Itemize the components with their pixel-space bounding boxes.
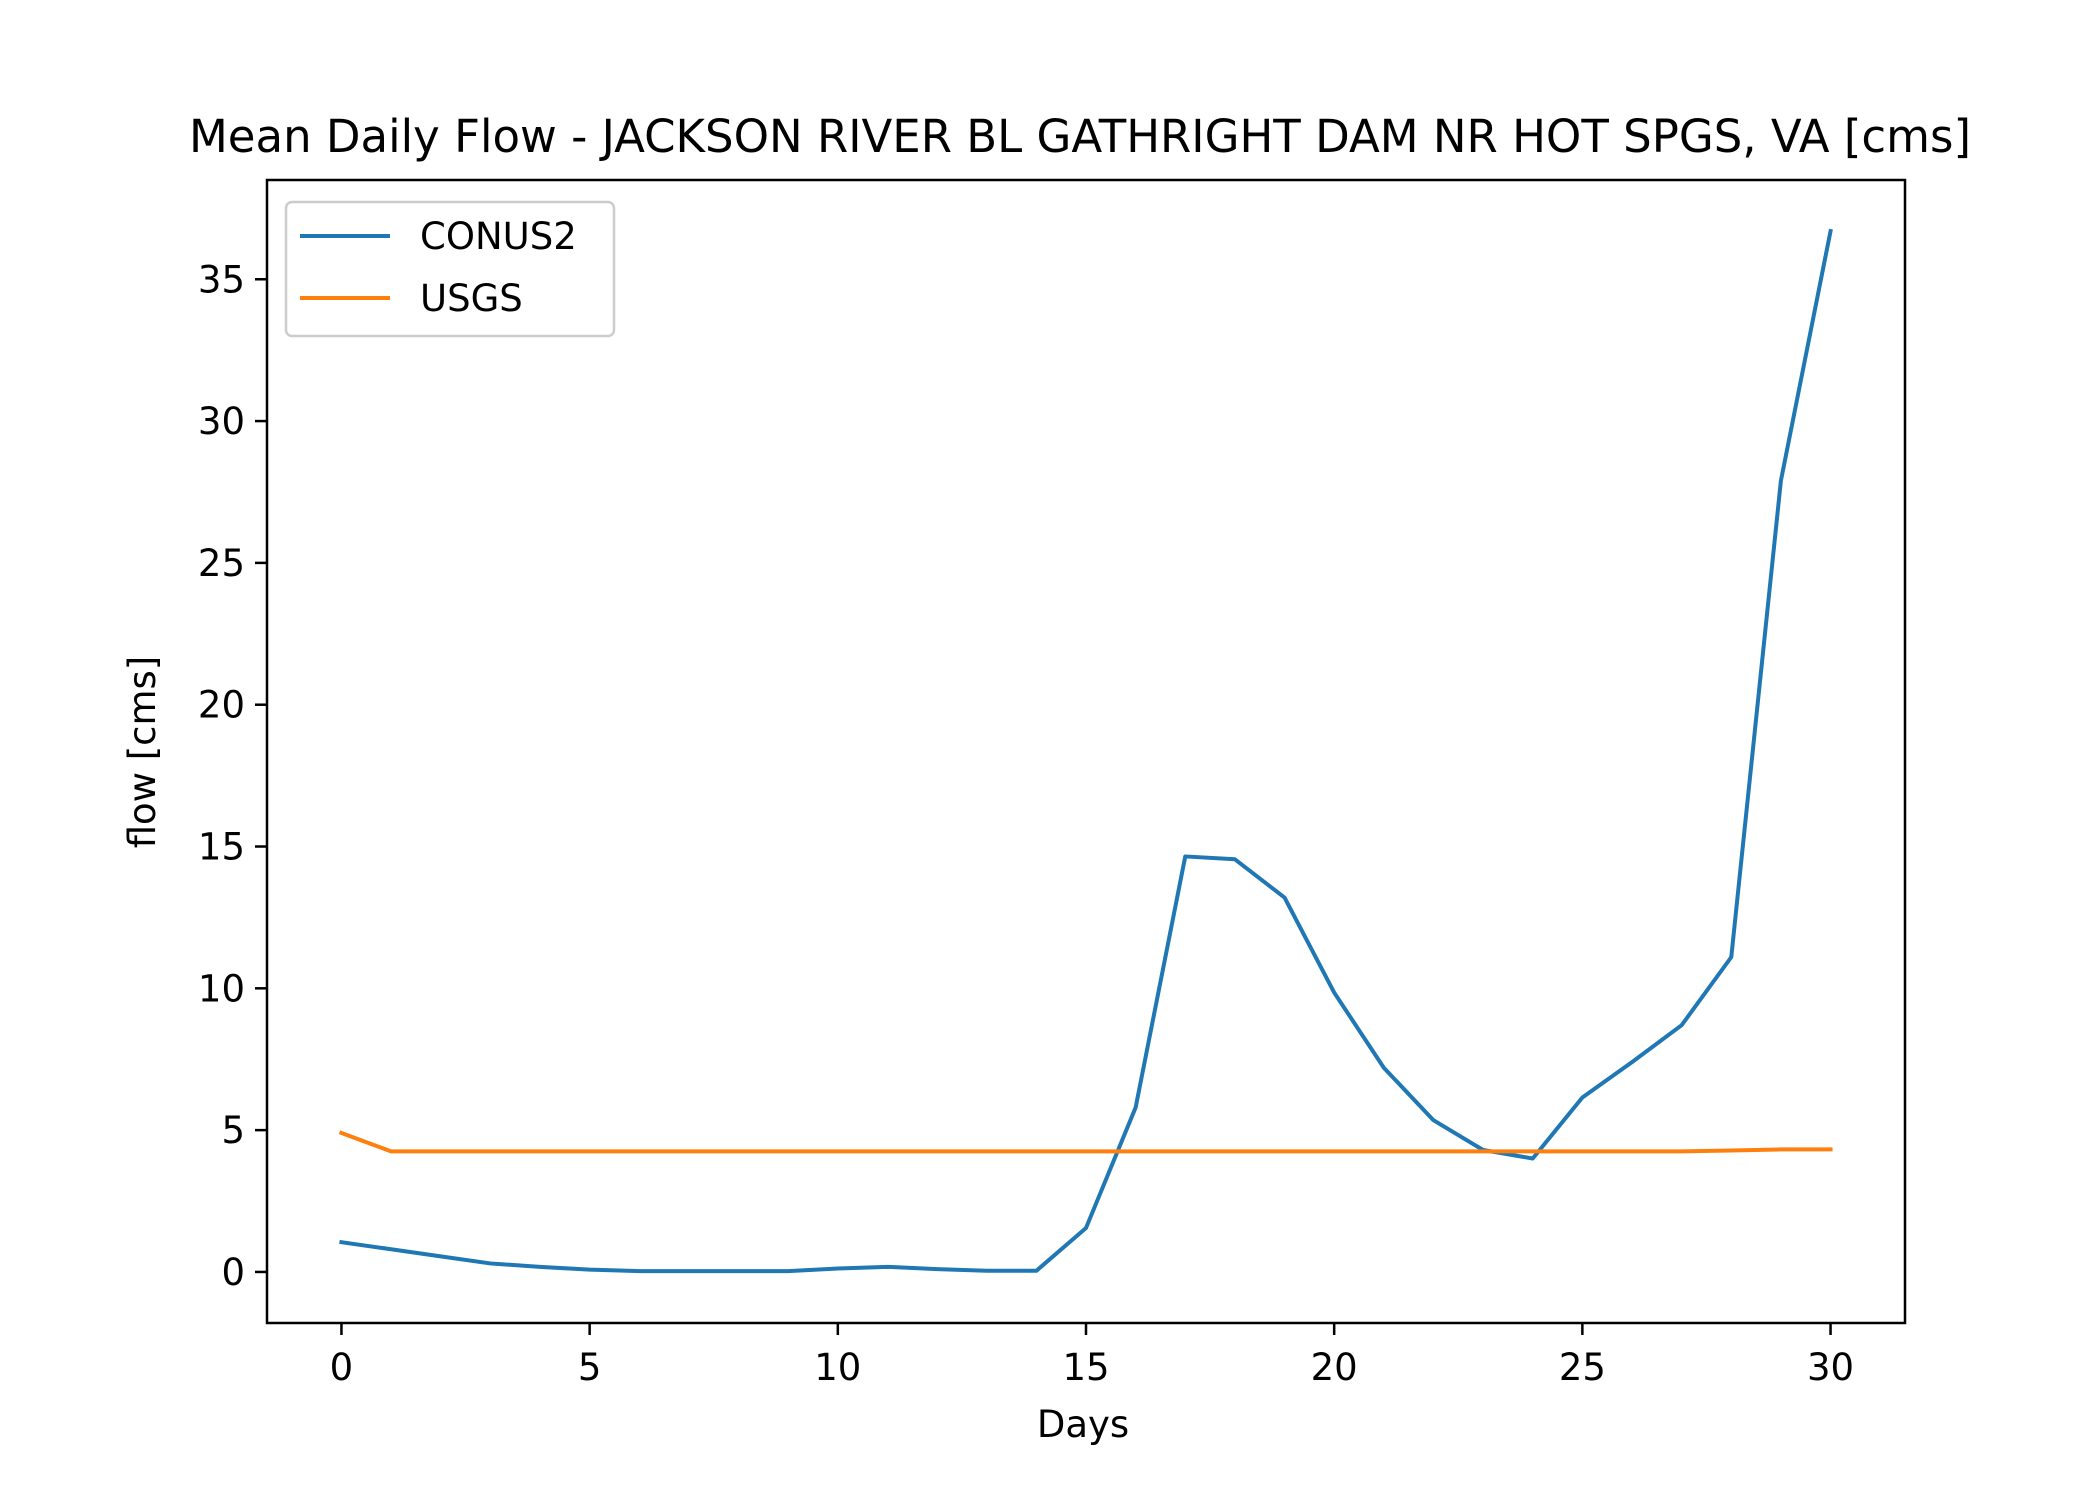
- legend-label-conus2: CONUS2: [420, 215, 577, 258]
- legend: CONUS2 USGS: [284, 200, 616, 338]
- x-tick-label: 10: [814, 1346, 861, 1389]
- x-tick-label: 15: [1062, 1346, 1109, 1389]
- y-tick-label: 35: [198, 258, 245, 301]
- x-tick-label: 5: [578, 1346, 602, 1389]
- y-axis-ticks: 0 5 10 15 20 25 30 35: [198, 258, 267, 1294]
- x-axis-label: Days: [1037, 1403, 1129, 1446]
- series-line-conus2: [339, 228, 1833, 1274]
- y-tick-label: 10: [198, 967, 245, 1010]
- y-tick-label: 5: [221, 1109, 245, 1152]
- x-tick-label: 30: [1807, 1346, 1854, 1389]
- y-tick-label: 0: [221, 1251, 245, 1294]
- y-tick-label: 15: [198, 826, 245, 869]
- y-tick-label: 25: [198, 542, 245, 585]
- legend-label-usgs: USGS: [420, 277, 523, 320]
- series-lines: [338, 228, 1833, 1274]
- x-tick-label: 20: [1311, 1346, 1358, 1389]
- chart-title: Mean Daily Flow - JACKSON RIVER BL GATHR…: [189, 110, 1971, 163]
- x-tick-label: 0: [330, 1346, 354, 1389]
- legend-items: CONUS2 USGS: [300, 215, 577, 320]
- series-line-usgs: [338, 1130, 1833, 1154]
- y-tick-label: 30: [198, 400, 245, 443]
- x-tick-label: 25: [1559, 1346, 1606, 1389]
- y-tick-label: 20: [198, 684, 245, 727]
- x-axis-ticks: 0 5 10 15 20 25 30: [330, 1323, 1854, 1389]
- y-axis-label: flow [cms]: [121, 656, 164, 849]
